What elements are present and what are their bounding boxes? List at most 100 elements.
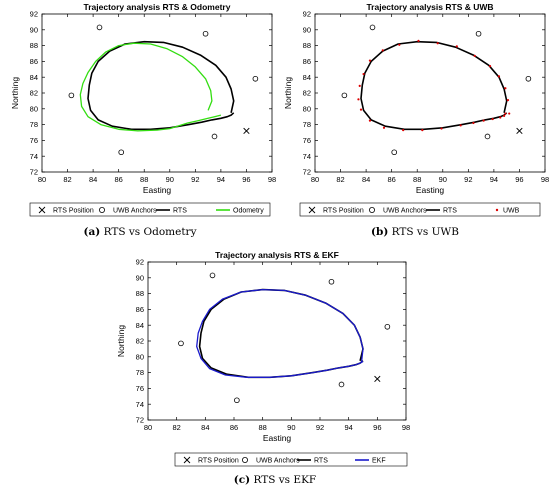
x-tick-label: 82: [172, 423, 180, 432]
y-tick-label: 88: [136, 289, 144, 298]
y-tick-label: 90: [303, 25, 311, 34]
data-point: [362, 72, 365, 76]
legend-label: RTS: [314, 458, 328, 465]
uwb-anchor-marker: [484, 133, 491, 140]
legend-label: UWB Anchors: [383, 208, 427, 215]
uwb-anchor-marker: [209, 272, 216, 279]
caption-c-letter: (c): [233, 474, 251, 486]
y-tick-label: 74: [136, 400, 144, 409]
legend-symbol-anchor: [99, 206, 106, 213]
data-point: [368, 119, 372, 122]
legend-item: RTS Position: [38, 206, 94, 215]
rts-position-marker: [516, 127, 523, 135]
x-tick-label: 86: [387, 175, 395, 184]
series-ekf: [196, 288, 364, 378]
x-tick-label: 90: [166, 175, 174, 184]
x-tick-label: 84: [89, 175, 97, 184]
data-point: [459, 124, 462, 127]
y-tick-label: 84: [136, 321, 144, 330]
x-tick-label: 86: [114, 175, 122, 184]
data-point: [440, 127, 443, 130]
chart-title: Trajectory analysis RTS & Odometry: [84, 2, 231, 12]
data-point: [482, 119, 485, 122]
data-point: [504, 112, 507, 115]
y-tick-label: 74: [30, 152, 38, 161]
uwb-anchor-marker: [338, 381, 345, 388]
legend-box: [29, 202, 271, 217]
y-tick-label: 82: [136, 337, 144, 346]
data-point: [508, 112, 511, 115]
y-tick-label: 72: [30, 168, 38, 177]
legend-label: RTS: [443, 208, 457, 215]
series-odometry: [79, 42, 222, 132]
y-axis-label: Northing: [283, 77, 293, 109]
x-tick-label: 88: [258, 423, 266, 432]
uwb-anchor-marker: [178, 340, 184, 347]
data-point: [455, 45, 458, 48]
data-point: [381, 49, 384, 52]
y-tick-label: 82: [30, 89, 38, 98]
y-tick-label: 78: [136, 368, 144, 377]
x-tick-label: 94: [217, 175, 225, 184]
legend-symbol-dot: [495, 208, 499, 212]
uwb-anchor-marker: [525, 75, 532, 82]
legend-symbol-rts-position: [308, 206, 316, 214]
legend: RTS Position UWB Anchors RTS UWB: [299, 202, 541, 217]
data-point: [358, 84, 361, 87]
uwb-anchor-marker: [369, 24, 376, 31]
data-point: [359, 108, 363, 111]
x-tick-label: 92: [316, 423, 324, 432]
y-tick-label: 86: [303, 57, 311, 66]
legend-item: UWB: [495, 208, 520, 215]
data-point: [504, 87, 507, 90]
x-tick-label: 88: [140, 175, 148, 184]
x-tick-label: 90: [287, 423, 295, 432]
uwb-anchor-marker: [96, 24, 103, 31]
data-point: [499, 116, 502, 119]
y-tick-label: 74: [303, 152, 311, 161]
x-tick-label: 84: [201, 423, 209, 432]
legend-label: UWB Anchors: [113, 208, 157, 215]
x-tick-label: 82: [63, 175, 71, 184]
y-tick-label: 88: [30, 41, 38, 50]
series-line: [87, 40, 235, 131]
x-tick-label: 96: [515, 175, 523, 184]
y-tick-label: 78: [303, 120, 311, 129]
legend-item: RTS: [156, 208, 187, 215]
x-tick-label: 80: [144, 423, 152, 432]
legend-label: RTS Position: [53, 208, 94, 215]
series-rts: [87, 40, 235, 131]
x-tick-label: 98: [268, 175, 276, 184]
x-tick-label: 80: [38, 175, 46, 184]
y-tick-label: 72: [303, 168, 311, 177]
y-tick-label: 84: [303, 73, 311, 82]
x-tick-label: 96: [242, 175, 250, 184]
caption-a-letter: (a): [83, 226, 101, 238]
rts-position-marker: [243, 127, 250, 135]
series-uwb: [357, 39, 511, 132]
x-axis-label: Easting: [416, 185, 445, 195]
legend-symbol-rts-position: [183, 456, 191, 464]
legend: RTS Position UWB Anchors RTS Odometry: [29, 202, 271, 217]
uwb-anchor-marker: [68, 92, 75, 99]
series-line: [360, 40, 508, 131]
caption-b: (b) RTS vs UWB: [315, 226, 515, 238]
y-axis-label: Northing: [116, 325, 126, 357]
legend-item: RTS Position: [183, 456, 239, 465]
y-tick-label: 86: [136, 305, 144, 314]
data-point: [491, 117, 494, 121]
plot-frame: [314, 13, 546, 173]
rts-position-stroke: [516, 127, 523, 135]
y-tick-label: 80: [30, 104, 38, 113]
legend-label: UWB Anchors: [256, 458, 300, 465]
y-tick-label: 72: [136, 416, 144, 425]
y-tick-label: 92: [30, 10, 38, 19]
series-line: [196, 288, 364, 378]
legend-item: UWB Anchors: [99, 206, 157, 215]
uwb-anchor-marker: [391, 149, 398, 156]
x-axis-label: Easting: [143, 185, 172, 195]
legend-item: RTS Position: [308, 206, 364, 215]
data-point: [488, 65, 492, 68]
data-point: [382, 126, 386, 129]
y-tick-label: 80: [136, 352, 144, 361]
